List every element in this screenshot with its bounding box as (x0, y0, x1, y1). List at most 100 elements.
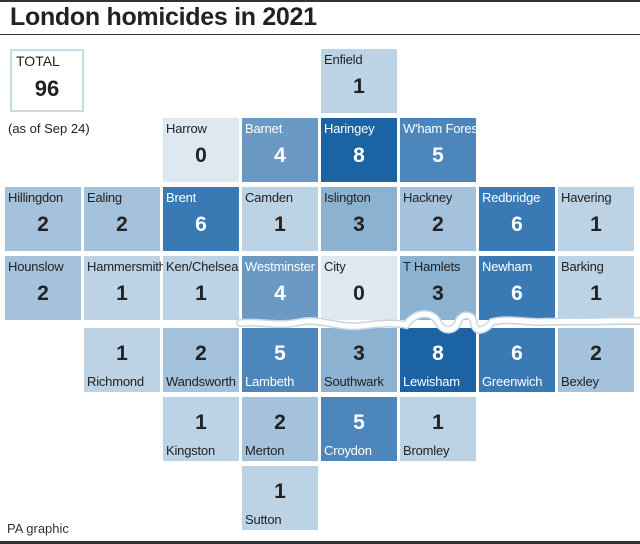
borough-cell-enfield: Enfield 1 (321, 49, 397, 113)
borough-value: 1 (195, 411, 207, 434)
as-of-note: (as of Sep 24) (8, 121, 90, 136)
source-credit: PA graphic (7, 521, 69, 536)
borough-name: Harrow (166, 121, 207, 136)
borough-name: City (324, 259, 346, 274)
total-value: 96 (34, 76, 60, 101)
borough-value: 5 (274, 342, 286, 365)
borough-name: Barking (561, 259, 604, 274)
borough-name: Hammersmith (87, 259, 166, 274)
borough-cell-hackney: Hackney 2 (400, 187, 476, 251)
borough-cell-ken-chelsea: Ken/Chelsea 1 (163, 256, 239, 320)
borough-value: 5 (353, 411, 365, 434)
borough-cell-w-ham-forest: W'ham Forest 5 (400, 118, 481, 182)
borough-value: 3 (353, 342, 365, 365)
borough-name: Lewisham (403, 374, 460, 389)
borough-name: Kingston (166, 443, 215, 458)
borough-name: Havering (561, 190, 612, 205)
borough-cell-westminster: Westminster 4 (242, 256, 318, 320)
title-rule (0, 34, 640, 35)
borough-value: 8 (353, 144, 365, 167)
borough-name: Wandsworth (166, 374, 236, 389)
river-gap (0, 320, 240, 325)
borough-name: Sutton (245, 512, 282, 527)
chart-title: London homicides in 2021 (10, 3, 317, 31)
borough-value: 1 (353, 75, 365, 98)
borough-value: 6 (195, 213, 207, 236)
borough-value: 0 (353, 282, 365, 305)
borough-cell-barnet: Barnet 4 (242, 118, 318, 182)
borough-name: T Hamlets (403, 259, 461, 274)
borough-name: Ealing (87, 190, 122, 205)
borough-cell-havering: Havering 1 (558, 187, 634, 251)
borough-cell-t-hamlets: T Hamlets 3 (400, 256, 476, 320)
borough-cell-camden: Camden 1 (242, 187, 318, 251)
borough-value: 2 (195, 342, 207, 365)
total-box: TOTAL 96 (10, 49, 84, 112)
borough-cell-ealing: Ealing 2 (84, 187, 160, 251)
borough-name: Ken/Chelsea (166, 259, 239, 274)
borough-value: 6 (511, 342, 523, 365)
borough-name: Croydon (324, 443, 372, 458)
borough-cell-lewisham: Lewisham 8 (400, 328, 476, 392)
borough-value: 1 (590, 213, 602, 236)
borough-cell-haringey: Haringey 8 (321, 118, 397, 182)
borough-value: 3 (353, 213, 365, 236)
borough-value: 5 (432, 144, 444, 167)
borough-value: 2 (432, 213, 444, 236)
borough-value: 3 (432, 282, 444, 305)
borough-value: 1 (116, 282, 128, 305)
borough-name: Hounslow (8, 259, 64, 274)
borough-name: Hillingdon (8, 190, 64, 205)
top-rule (0, 0, 640, 2)
borough-cell-city: City 0 (321, 256, 397, 320)
borough-cell-harrow: Harrow 0 (163, 118, 239, 182)
borough-cell-newham: Newham 6 (479, 256, 555, 320)
bottom-rule (0, 541, 640, 544)
borough-name: Enfield (324, 52, 363, 67)
borough-name: Islington (324, 190, 371, 205)
borough-value: 2 (116, 213, 128, 236)
borough-value: 0 (195, 144, 207, 167)
borough-value: 2 (37, 213, 49, 236)
borough-cell-islington: Islington 3 (321, 187, 397, 251)
borough-value: 1 (274, 480, 286, 503)
borough-name: Brent (166, 190, 197, 205)
borough-value: 1 (590, 282, 602, 305)
borough-cell-southwark: Southwark 3 (321, 328, 397, 392)
borough-name: Westminster (245, 259, 315, 274)
total-label: TOTAL (16, 53, 60, 69)
borough-name: Newham (482, 259, 533, 274)
borough-cell-barking: Barking 1 (558, 256, 634, 320)
borough-cell-hammersmith: Hammersmith 1 (84, 256, 166, 320)
borough-cell-richmond: Richmond 1 (84, 328, 160, 392)
borough-cell-hillingdon: Hillingdon 2 (5, 187, 81, 251)
borough-name: Barnet (245, 121, 283, 136)
borough-name: Redbridge (482, 190, 541, 205)
borough-name: Richmond (87, 374, 144, 389)
borough-cell-croydon: Croydon 5 (321, 397, 397, 461)
borough-name: Bexley (561, 374, 599, 389)
borough-value: 6 (511, 213, 523, 236)
borough-cell-bromley: Bromley 1 (400, 397, 476, 461)
borough-value: 1 (432, 411, 444, 434)
borough-name: Lambeth (245, 374, 295, 389)
borough-cell-brent: Brent 6 (163, 187, 239, 251)
borough-name: Haringey (324, 121, 375, 136)
borough-value: 1 (116, 342, 128, 365)
borough-value: 4 (274, 144, 286, 167)
borough-cell-sutton: Sutton 1 (242, 466, 318, 530)
borough-cell-bexley: Bexley 2 (558, 328, 634, 392)
borough-name: Merton (245, 443, 285, 458)
borough-cell-wandsworth: Wandsworth 2 (163, 328, 239, 392)
borough-cell-hounslow: Hounslow 2 (5, 256, 81, 320)
borough-value: 2 (274, 411, 286, 434)
borough-value: 2 (590, 342, 602, 365)
borough-cell-lambeth: Lambeth 5 (242, 328, 318, 392)
borough-name: W'ham Forest (403, 121, 482, 136)
borough-value: 1 (274, 213, 286, 236)
borough-value: 2 (37, 282, 49, 305)
borough-name: Southwark (324, 374, 384, 389)
borough-name: Hackney (403, 190, 453, 205)
borough-value: 8 (432, 342, 444, 365)
